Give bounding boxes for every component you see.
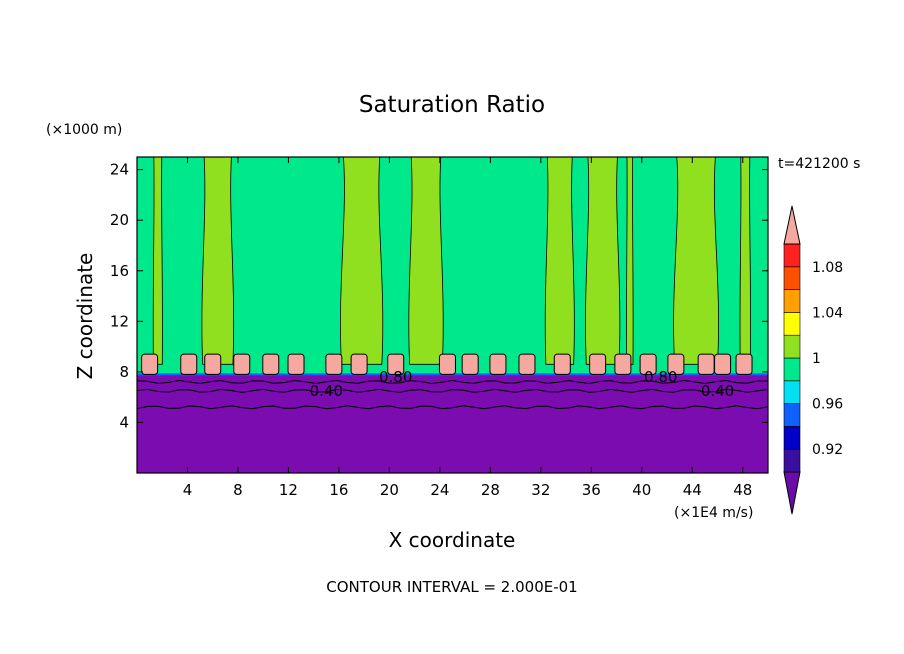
colorbar-tick-label: 0.96	[812, 397, 843, 413]
y-tick-label: 20	[110, 211, 129, 229]
x-tick-label: 20	[380, 481, 399, 499]
moist-column	[408, 156, 444, 365]
y-axis-unit: (×1000 m)	[46, 122, 122, 138]
moist-column	[739, 156, 751, 365]
colorbar-swatch	[783, 312, 801, 336]
y-axis-label: Z coordinate	[73, 253, 97, 380]
contour-line	[136, 405, 769, 410]
moist-column	[544, 156, 575, 365]
cap-cell	[614, 353, 632, 375]
colorbar-swatch	[783, 266, 801, 290]
moist-column	[626, 156, 634, 365]
cap-cell	[141, 353, 159, 375]
cap-cell	[262, 353, 280, 375]
plot-area: 0.40 0.80 0.80 0.40	[136, 156, 769, 473]
moist-column	[201, 156, 235, 365]
colorbar-swatch	[783, 357, 801, 382]
cap-cell	[350, 353, 368, 375]
x-tick-label: 12	[279, 481, 298, 499]
colorbar-tick-label: 0.92	[812, 442, 843, 458]
cap-cell	[233, 353, 251, 375]
cap-cell	[461, 353, 479, 375]
cap-cell	[489, 353, 507, 375]
colorbar-tick-label: 1.08	[812, 260, 843, 276]
moist-column	[585, 156, 621, 365]
x-tick-label: 4	[183, 481, 193, 499]
cap-cell	[438, 353, 456, 375]
colorbar-swatch	[783, 403, 801, 427]
plot-frame	[136, 156, 769, 474]
contour-label: 0.80	[379, 368, 412, 386]
colorbar-tick-label: 1.04	[812, 305, 843, 321]
moist-column	[340, 156, 384, 365]
x-tick-label: 40	[632, 481, 651, 499]
y-tick-label: 16	[110, 262, 129, 280]
colorbar-high-arrow	[783, 205, 801, 245]
cap-cell	[387, 353, 405, 375]
x-tick-label: 48	[733, 481, 752, 499]
colorbar-swatch	[783, 243, 801, 268]
cap-cell	[714, 353, 732, 375]
x-tick-label: 24	[430, 481, 449, 499]
x-tick-label: 36	[582, 481, 601, 499]
dry-layer	[137, 374, 768, 473]
colorbar-low-arrow	[783, 471, 801, 515]
contour-label: 0.80	[644, 368, 677, 386]
y-tick-label: 8	[119, 363, 129, 381]
time-label: t=421200 s	[778, 156, 860, 172]
contour-interval-note: CONTOUR INTERVAL = 2.000E-01	[326, 578, 577, 596]
y-tick-label: 24	[110, 161, 129, 179]
cap-cell	[553, 353, 571, 375]
cap-cell	[325, 353, 343, 375]
x-tick-label: 44	[683, 481, 702, 499]
cap-cell	[204, 353, 222, 375]
y-tick-label: 4	[119, 413, 129, 431]
contour-line	[136, 388, 769, 393]
x-tick-label: 32	[531, 481, 550, 499]
cap-cell	[180, 353, 198, 375]
colorbar-swatch	[783, 426, 801, 450]
colorbar-swatch	[783, 448, 801, 473]
colorbar-swatch	[783, 380, 801, 404]
contour-label: 0.40	[701, 382, 734, 400]
contour-label: 0.40	[310, 382, 343, 400]
moist-column	[673, 156, 719, 365]
cap-cell	[518, 353, 536, 375]
upper-region	[137, 157, 768, 375]
cap-cell	[697, 353, 715, 375]
cap-cell	[667, 353, 685, 375]
x-tick-label: 16	[329, 481, 348, 499]
x-tick-label: 8	[233, 481, 243, 499]
chart-title: Saturation Ratio	[359, 92, 545, 118]
colorbar-swatch	[783, 289, 801, 313]
x-tick-label: 28	[481, 481, 500, 499]
cap-cell	[589, 353, 607, 375]
moist-column	[152, 156, 163, 365]
cap-cell	[735, 353, 753, 375]
colorbar-tick-label: 1	[812, 351, 821, 367]
cap-cell	[287, 353, 305, 375]
y-tick-label: 12	[110, 312, 129, 330]
x-axis-label: X coordinate	[389, 528, 516, 552]
colorbar: 1.08 1.04 1 0.96 0.92	[783, 205, 843, 515]
x-axis-unit: (×1E4 m/s)	[674, 505, 753, 521]
colorbar-swatch	[783, 334, 801, 359]
contour-line	[136, 379, 768, 385]
cap-cell	[639, 353, 657, 375]
